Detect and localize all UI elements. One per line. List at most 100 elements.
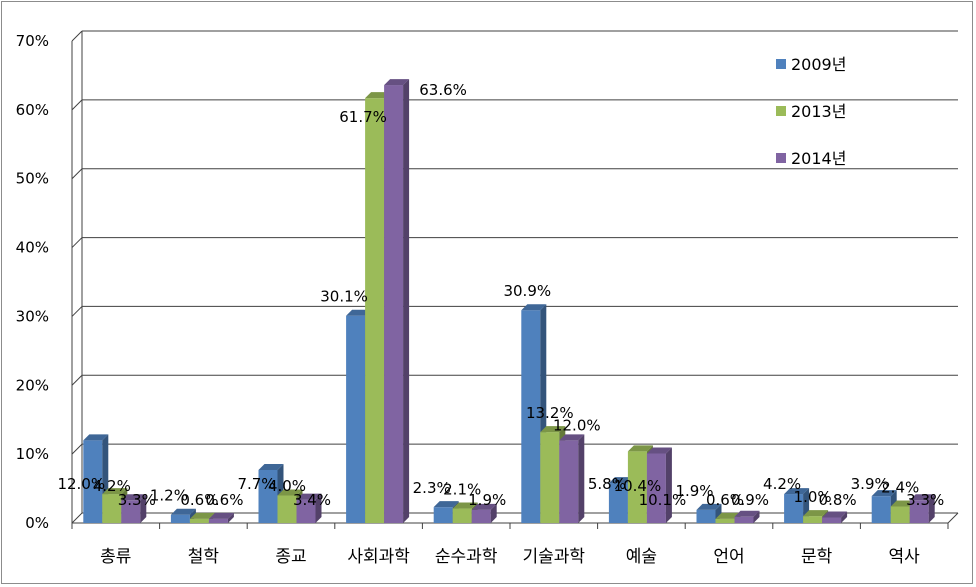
data-label: 3.3% xyxy=(906,491,944,509)
x-axis: 총류 철학 종교 사회과학 순수과학 기술과학 예술 언어 문학 역사 xyxy=(71,523,949,567)
bar-2009년-순수과학 xyxy=(433,507,453,523)
bar-2013년-철학 xyxy=(189,518,209,523)
bar-2014년-순수과학 xyxy=(471,509,491,523)
bar-top xyxy=(715,512,741,519)
y-tick-label: 0% xyxy=(25,514,49,532)
bar-2014년-총류 xyxy=(121,500,141,523)
bar-2009년-기술과학 xyxy=(521,310,541,523)
gridline-connector xyxy=(71,168,83,180)
bar-top xyxy=(296,493,322,500)
legend-swatch xyxy=(776,106,786,116)
bar-top xyxy=(559,434,585,441)
bar-top xyxy=(433,501,459,508)
bar-top xyxy=(102,488,128,495)
bar-top xyxy=(803,510,829,517)
data-label: 12.0% xyxy=(57,475,105,493)
data-label: 1.9% xyxy=(468,491,506,509)
bar-side xyxy=(140,494,147,523)
bar-2009년-언어 xyxy=(696,509,716,523)
bar-top xyxy=(365,92,391,99)
bar-2014년-예술 xyxy=(646,453,666,523)
bar-2013년-종교 xyxy=(277,495,297,523)
bar-2009년-총류 xyxy=(83,440,103,523)
bar-top xyxy=(540,426,566,433)
bar-top xyxy=(346,309,372,316)
x-tick-label: 종교 xyxy=(275,547,306,567)
bar-2013년-역사 xyxy=(890,506,910,523)
bar-side xyxy=(665,447,672,523)
bar-top xyxy=(258,463,284,470)
bar-top xyxy=(384,79,410,86)
data-label: 13.2% xyxy=(526,404,574,422)
bar-top xyxy=(208,512,234,519)
data-label: 7.7% xyxy=(237,475,275,493)
bar-top xyxy=(734,510,760,517)
y-tick-label: 30% xyxy=(16,307,49,325)
bar-2014년-철학 xyxy=(208,518,228,523)
gridline-connector xyxy=(71,237,83,248)
bar-top xyxy=(784,488,810,495)
y-tick-label: 70% xyxy=(16,32,49,50)
x-tick-label: 예술 xyxy=(626,547,657,567)
data-label: 4.2% xyxy=(93,477,131,495)
y-axis: 0% 10% 20% 30% 40% 50% 60% 70% xyxy=(16,31,83,532)
bar-side xyxy=(227,512,234,523)
data-label: 1.9% xyxy=(675,482,713,500)
bar-2009년-역사 xyxy=(871,496,891,523)
bar-2013년-총류 xyxy=(102,494,122,523)
bar-top xyxy=(627,445,653,452)
legend: 2009년 2013년 2014년 xyxy=(776,55,846,168)
x-tick-label: 언어 xyxy=(713,547,744,567)
data-label: 10.4% xyxy=(614,477,662,495)
bar-top xyxy=(871,490,897,497)
bar-top xyxy=(822,511,848,518)
data-label: 1.0% xyxy=(794,488,832,506)
bar-2014년-역사 xyxy=(909,500,929,523)
data-label: 1.2% xyxy=(150,487,188,505)
data-label: 0.8% xyxy=(819,491,857,509)
bar-top xyxy=(452,502,478,509)
gridline-connector xyxy=(71,99,83,111)
bar-side xyxy=(315,493,322,523)
bar-2014년-문학 xyxy=(822,517,842,523)
bar-side xyxy=(403,79,410,523)
bar-2013년-순수과학 xyxy=(452,508,472,523)
legend-swatch xyxy=(776,59,786,69)
bar-2014년-종교 xyxy=(296,499,316,523)
bar-top xyxy=(646,447,672,454)
data-label: 2.4% xyxy=(881,478,919,496)
bar-side xyxy=(490,503,497,523)
bar-top xyxy=(189,512,215,519)
data-label: 0.6% xyxy=(706,491,744,509)
bar-top xyxy=(83,434,109,441)
data-label: 2.3% xyxy=(413,479,451,497)
x-tick-label: 사회과학 xyxy=(347,547,410,567)
legend-label: 2014년 xyxy=(791,149,846,168)
gridline-connector xyxy=(71,306,83,317)
bar-2013년-문학 xyxy=(803,516,823,523)
gridline-connector xyxy=(71,374,83,386)
x-tick-label: 순수과학 xyxy=(435,547,498,567)
bar-2014년-사회과학 xyxy=(384,85,404,523)
gridline-connector xyxy=(71,30,83,42)
data-label: 0.9% xyxy=(731,491,769,509)
floor-right-edge xyxy=(947,512,959,524)
bar-side xyxy=(753,510,760,523)
bar-top xyxy=(521,304,547,311)
legend-label: 2013년 xyxy=(791,102,846,121)
data-label: 0.6% xyxy=(180,491,218,509)
bar-2013년-사회과학 xyxy=(365,98,385,523)
data-label: 3.9% xyxy=(851,475,889,493)
x-tick-label: 문학 xyxy=(801,547,833,567)
bar-top xyxy=(909,494,935,501)
data-label: 30.1% xyxy=(320,288,368,306)
bar-top xyxy=(696,503,722,510)
bar-side xyxy=(928,494,935,523)
bar-2009년-철학 xyxy=(170,514,190,523)
data-label: 3.4% xyxy=(293,491,331,509)
data-label: 63.6% xyxy=(419,81,467,99)
data-label: 3.3% xyxy=(118,491,156,509)
data-label: 12.0% xyxy=(553,416,601,434)
bar-2009년-사회과학 xyxy=(346,315,366,523)
